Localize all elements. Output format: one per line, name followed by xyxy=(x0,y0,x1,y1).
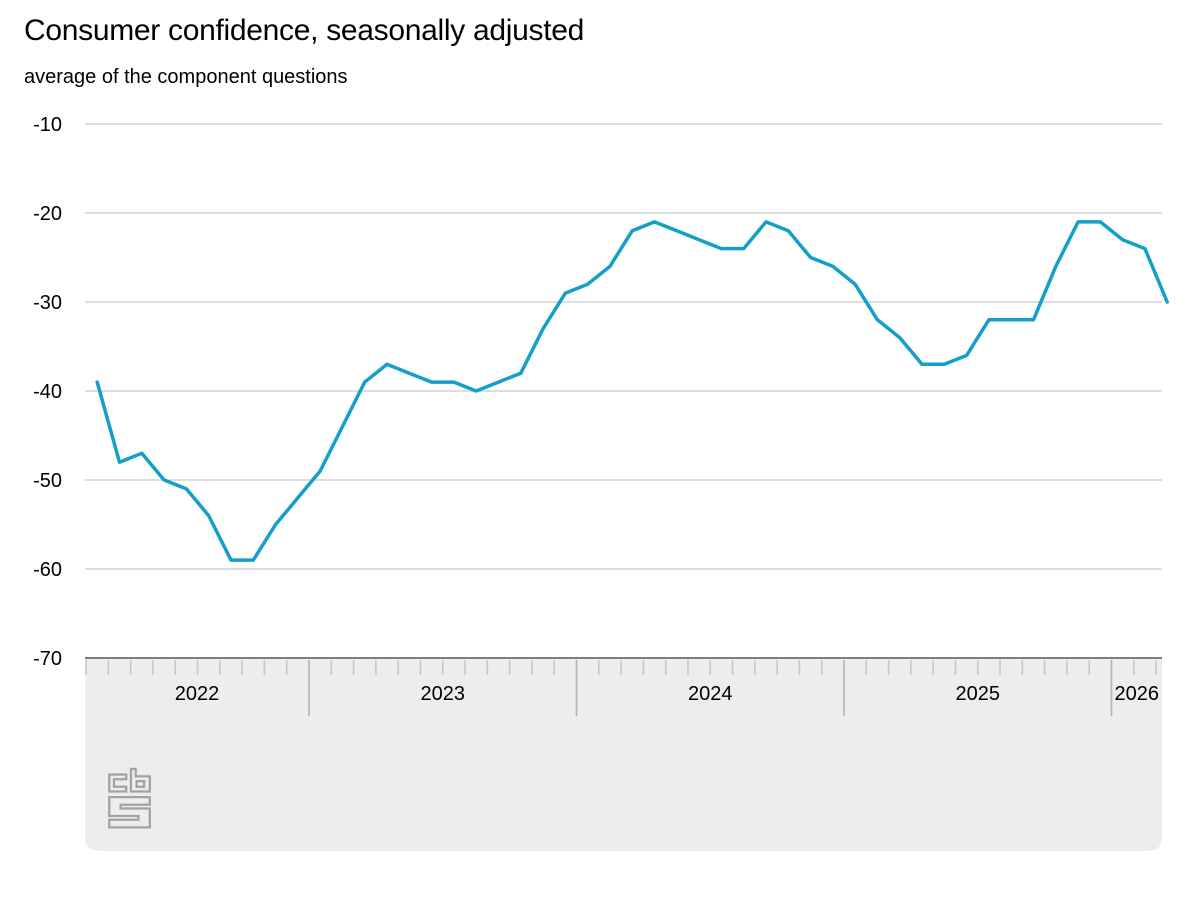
y-axis-label: -50 xyxy=(33,470,62,492)
y-axis-label: -60 xyxy=(33,559,62,581)
cbs-logo-letter-b-counter xyxy=(135,780,146,788)
cbs-logo xyxy=(106,767,154,833)
y-axis-label: -40 xyxy=(33,381,62,403)
year-label: 2024 xyxy=(688,683,733,705)
chart-subtitle: average of the component questions xyxy=(24,66,348,88)
year-label: 2026 xyxy=(1115,683,1160,705)
y-axis-label: -70 xyxy=(33,648,62,670)
y-axis-label: -20 xyxy=(33,203,62,225)
chart-title: Consumer confidence, seasonally adjusted xyxy=(24,14,585,47)
year-label: 2023 xyxy=(421,683,466,705)
cbs-logo-letter-c xyxy=(108,773,128,793)
x-axis-band xyxy=(85,659,1162,851)
cbs-logo-graphic xyxy=(108,767,151,829)
year-label: 2025 xyxy=(956,683,1001,705)
year-label: 2022 xyxy=(175,683,220,705)
y-axis-label: -10 xyxy=(33,114,62,136)
cbs-logo-letter-b xyxy=(129,767,151,793)
y-axis-label: -30 xyxy=(33,292,62,314)
cbs-logo-letter-s xyxy=(108,796,151,829)
consumer-confidence-series-line xyxy=(95,220,1169,562)
